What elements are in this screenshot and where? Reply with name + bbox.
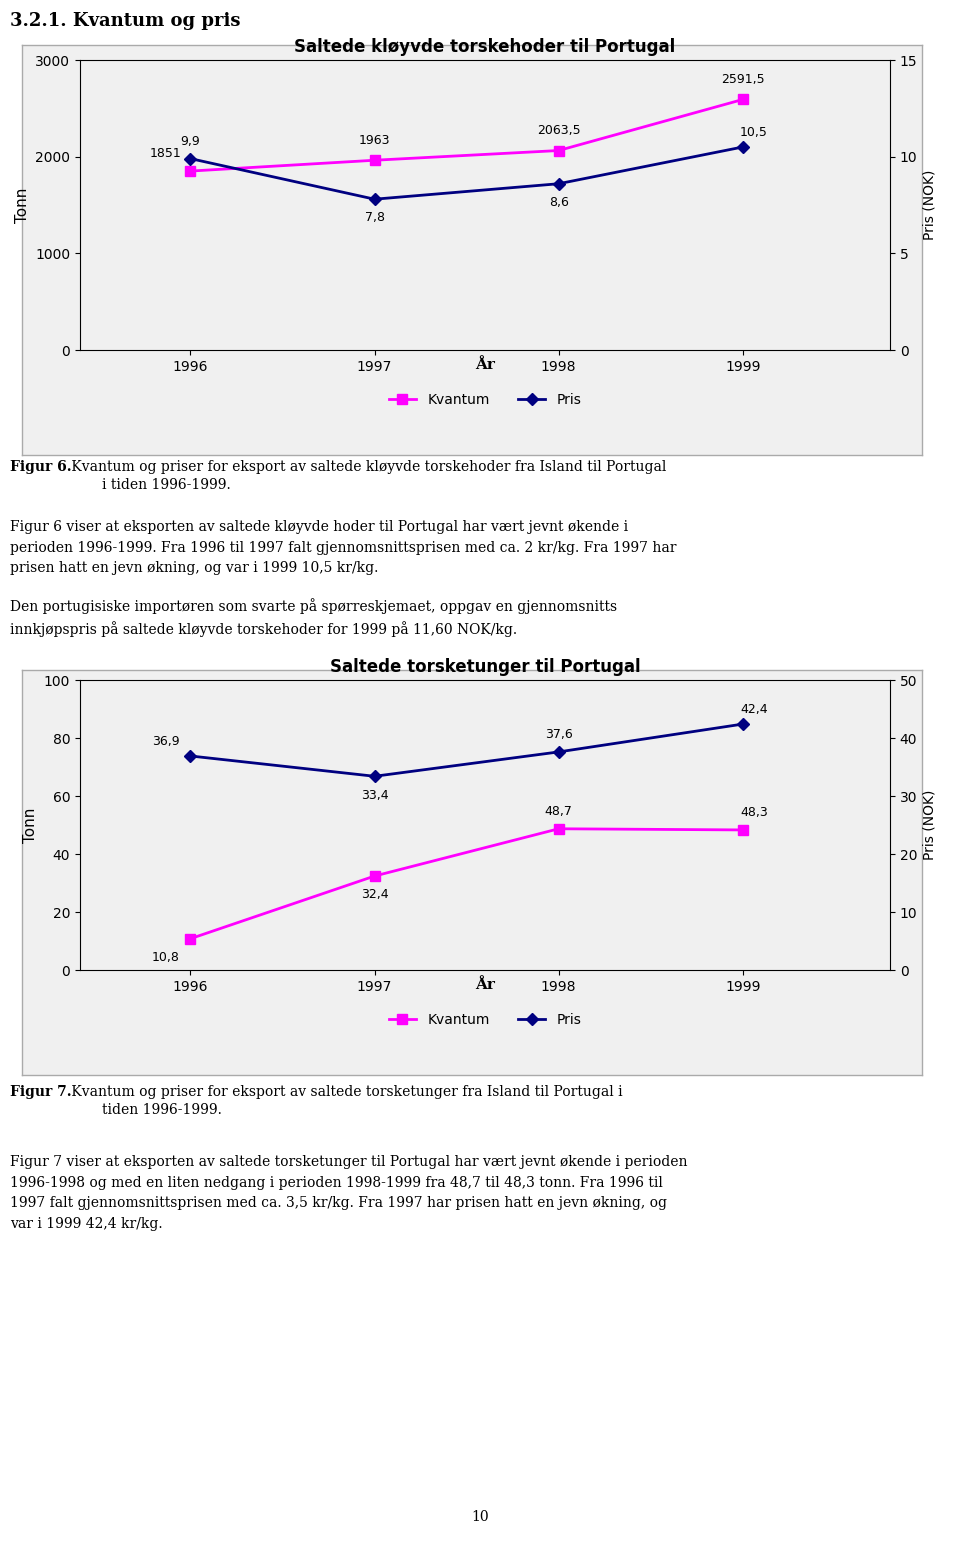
Text: 1963: 1963 (359, 134, 391, 147)
Text: 1851: 1851 (150, 147, 181, 160)
Legend: Kvantum, Pris: Kvantum, Pris (383, 1008, 587, 1032)
Text: 36,9: 36,9 (152, 734, 180, 748)
Y-axis label: Pris (NOK): Pris (NOK) (923, 170, 937, 241)
Text: 2063,5: 2063,5 (537, 123, 581, 137)
Text: Figur 6 viser at eksporten av saltede kløyvde hoder til Portugal har vært jevnt : Figur 6 viser at eksporten av saltede kl… (10, 520, 677, 576)
Y-axis label: Pris (NOK): Pris (NOK) (923, 790, 937, 859)
Text: 10,8: 10,8 (152, 950, 180, 964)
Text: Figur 7.: Figur 7. (10, 1085, 72, 1099)
Text: 33,4: 33,4 (361, 788, 389, 801)
Text: År: År (475, 978, 495, 992)
Text: Figur 7 viser at eksporten av saltede torsketunger til Portugal har vært jevnt ø: Figur 7 viser at eksporten av saltede to… (10, 1156, 687, 1231)
Title: Saltede torsketunger til Portugal: Saltede torsketunger til Portugal (329, 657, 640, 676)
Text: 48,7: 48,7 (544, 805, 572, 818)
Text: Kvantum og priser for eksport av saltede torsketunger fra Island til Portugal i
: Kvantum og priser for eksport av saltede… (67, 1085, 623, 1117)
Y-axis label: Tonn: Tonn (23, 807, 38, 842)
Text: 2591,5: 2591,5 (721, 73, 764, 86)
Text: 42,4: 42,4 (740, 704, 768, 716)
Text: 10: 10 (471, 1511, 489, 1524)
Legend: Kvantum, Pris: Kvantum, Pris (383, 387, 587, 412)
Text: Kvantum og priser for eksport av saltede kløyvde torskehoder fra Island til Port: Kvantum og priser for eksport av saltede… (67, 460, 666, 492)
Text: År: År (475, 358, 495, 372)
Text: 48,3: 48,3 (740, 805, 768, 819)
Text: 8,6: 8,6 (549, 196, 568, 208)
Y-axis label: Tonn: Tonn (14, 187, 30, 222)
Text: 10,5: 10,5 (740, 127, 768, 139)
Text: Figur 6.: Figur 6. (10, 460, 72, 474)
Text: 9,9: 9,9 (180, 134, 201, 148)
Title: Saltede kløyvde torskehoder til Portugal: Saltede kløyvde torskehoder til Portugal (295, 37, 676, 56)
Text: Den portugisiske importøren som svarte på spørreskjemaet, oppgav en gjennomsnitt: Den portugisiske importøren som svarte p… (10, 599, 617, 637)
Text: 3.2.1. Kvantum og pris: 3.2.1. Kvantum og pris (10, 12, 241, 29)
Text: 32,4: 32,4 (361, 889, 389, 901)
Text: 7,8: 7,8 (365, 211, 385, 224)
Text: 37,6: 37,6 (544, 728, 572, 741)
